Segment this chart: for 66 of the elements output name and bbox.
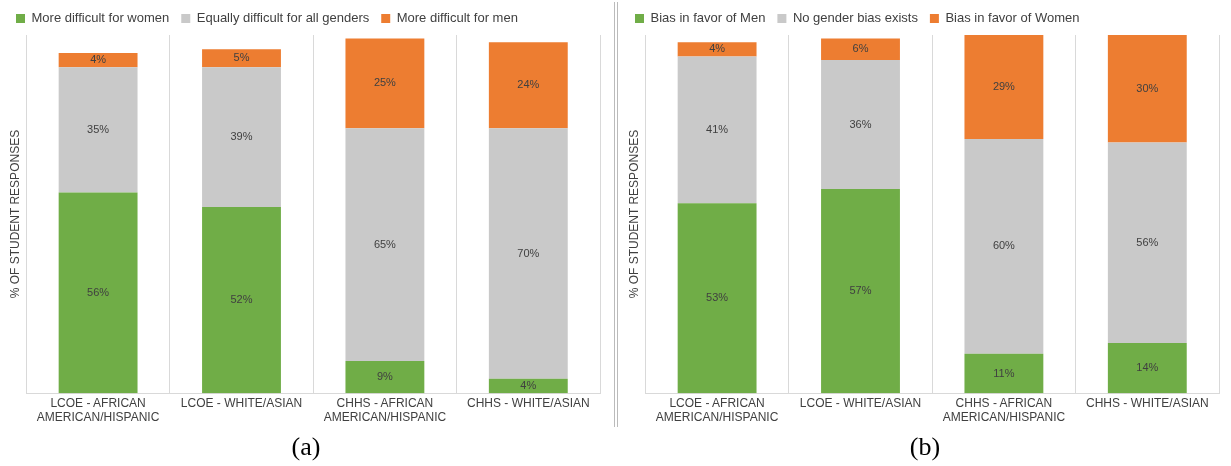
data-label: 56% bbox=[87, 285, 110, 298]
legend-label: More difficult for women bbox=[31, 10, 170, 26]
data-label: 9% bbox=[376, 370, 394, 383]
bar bbox=[1107, 35, 1187, 143]
bar bbox=[964, 35, 1044, 139]
data-label: 4% bbox=[709, 42, 726, 55]
x-tick-label: LCOE - WHITE/ASIAN bbox=[799, 395, 922, 410]
bar bbox=[1107, 142, 1187, 344]
legend-label: Bias in favor of Women bbox=[945, 10, 1080, 26]
x-tick-label: CHHS - WHITE/ASIAN bbox=[466, 395, 590, 410]
bar bbox=[345, 360, 425, 394]
bar bbox=[488, 128, 568, 379]
bar bbox=[58, 192, 138, 394]
data-label: 52% bbox=[230, 293, 253, 306]
legend-label: More difficult for men bbox=[396, 10, 518, 26]
bar bbox=[821, 189, 900, 394]
x-tick-label: CHHS - WHITE/ASIAN bbox=[1085, 395, 1209, 410]
x-tick-label: LCOE - WHITE/ASIAN bbox=[180, 395, 303, 410]
data-label: 56% bbox=[1136, 235, 1159, 248]
bar bbox=[58, 52, 138, 68]
bar bbox=[345, 38, 425, 129]
bar bbox=[488, 378, 568, 394]
data-label: 35% bbox=[87, 122, 110, 135]
data-label: 5% bbox=[233, 51, 250, 64]
bar bbox=[202, 49, 281, 68]
bar bbox=[677, 42, 757, 57]
bar bbox=[821, 60, 900, 190]
data-label: 14% bbox=[1136, 361, 1159, 374]
x-tick-label: CHHS - AFRICAN AMERICAN/HISPANIC bbox=[323, 395, 447, 425]
data-label: 36% bbox=[849, 117, 872, 130]
data-label: 57% bbox=[849, 284, 872, 297]
bar bbox=[964, 138, 1044, 354]
text: (b) bbox=[908, 432, 942, 462]
legend-label: Equally difficult for all genders bbox=[196, 10, 370, 26]
bar bbox=[202, 67, 281, 207]
data-label: 65% bbox=[373, 237, 397, 250]
x-tick-label: LCOE - AFRICAN AMERICAN/HISPANIC bbox=[36, 395, 160, 425]
data-label: 24% bbox=[517, 78, 540, 91]
x-tick-label: CHHS - AFRICAN AMERICAN/HISPANIC bbox=[942, 395, 1066, 425]
x-tick-label: LCOE - AFRICAN AMERICAN/HISPANIC bbox=[655, 395, 779, 425]
data-label: 11% bbox=[993, 366, 1015, 379]
data-label: 29% bbox=[992, 79, 1016, 92]
y-axis-title: % OF STUDENT RESPONSES bbox=[7, 129, 22, 299]
data-label: 25% bbox=[373, 76, 397, 89]
data-label: 70% bbox=[517, 246, 540, 259]
data-label: 4% bbox=[520, 379, 537, 392]
y-axis-title: % OF STUDENT RESPONSES bbox=[626, 129, 641, 299]
bar bbox=[58, 67, 138, 193]
bar bbox=[1107, 343, 1187, 394]
text: (a) bbox=[290, 432, 322, 462]
data-label: 6% bbox=[852, 42, 869, 55]
data-label: 4% bbox=[90, 53, 107, 66]
data-label: 53% bbox=[706, 291, 729, 304]
data-label: 60% bbox=[992, 239, 1016, 252]
legend-label: No gender bias exists bbox=[792, 10, 919, 26]
bar bbox=[821, 38, 900, 61]
bar bbox=[677, 56, 757, 204]
bar bbox=[488, 42, 568, 129]
legend-label: Bias in favor of Men bbox=[650, 10, 766, 26]
bar bbox=[677, 203, 757, 394]
data-label: 41% bbox=[706, 122, 729, 135]
bar bbox=[964, 353, 1044, 394]
bar bbox=[202, 206, 281, 394]
data-label: 39% bbox=[230, 130, 253, 143]
bar bbox=[345, 128, 425, 361]
data-label: 30% bbox=[1136, 81, 1159, 94]
